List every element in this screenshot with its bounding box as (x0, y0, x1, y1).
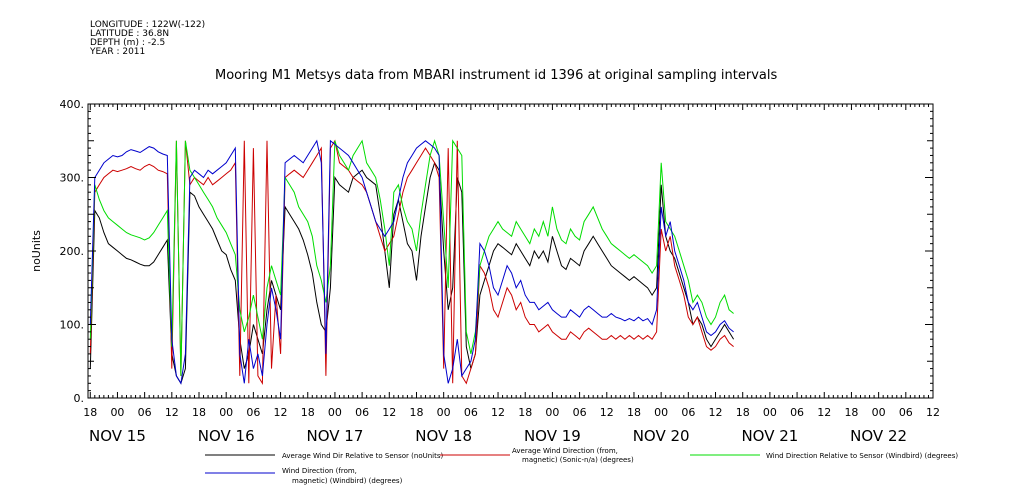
legend-label-1: Average Wind Dir Relative to Sensor (noU… (282, 452, 443, 460)
y-tick-label: 0. (74, 392, 85, 405)
meta-depth: DEPTH (m) : -2.5 (90, 38, 166, 48)
legend-label-4: Wind Direction (from, (282, 467, 357, 475)
legend-label-4: magnetic) (Windbird) (degrees) (292, 477, 403, 485)
x-tick-label: 06 (355, 406, 369, 419)
x-day-label: NOV 16 (198, 427, 255, 445)
x-tick-label: 12 (274, 406, 288, 419)
legend-label-3: Wind Direction Relative to Sensor (Windb… (766, 452, 958, 460)
x-tick-label: 06 (464, 406, 478, 419)
x-tick-label: 18 (409, 406, 423, 419)
x-day-label: NOV 15 (89, 427, 146, 445)
x-tick-label: 00 (763, 406, 777, 419)
series-line-2 (89, 139, 734, 386)
y-tick-label: 200. (60, 245, 85, 258)
x-tick-label: 12 (709, 406, 723, 419)
x-tick-label: 12 (382, 406, 396, 419)
x-tick-label: 12 (165, 406, 179, 419)
y-tick-label: 100. (60, 319, 85, 332)
x-tick-label: 18 (301, 406, 315, 419)
x-day-label: NOV 18 (415, 427, 472, 445)
series-line-1 (89, 161, 735, 385)
meta-longitude: LONGITUDE : 122W(-122) (90, 20, 206, 30)
meta-year: YEAR : 2011 (90, 47, 146, 57)
x-day-label: NOV 19 (524, 427, 581, 445)
x-tick-label: 18 (844, 406, 858, 419)
legend-label-2: magnetic) (Sonic-n/a) (degrees) (522, 456, 634, 464)
series-line-3 (89, 139, 734, 376)
x-tick-label: 06 (246, 406, 260, 419)
x-tick-label: 00 (654, 406, 668, 419)
x-tick-label: 06 (573, 406, 587, 419)
x-tick-label: 18 (627, 406, 641, 419)
series-line-4 (89, 139, 734, 385)
x-tick-label: 12 (600, 406, 614, 419)
x-tick-label: 00 (437, 406, 451, 419)
x-tick-label: 18 (736, 406, 750, 419)
x-day-label: NOV 21 (741, 427, 798, 445)
y-tick-label: 300. (60, 172, 85, 185)
plot-frame (87, 103, 934, 399)
x-day-label: NOV 20 (633, 427, 690, 445)
x-tick-label: 00 (872, 406, 886, 419)
y-axis-label: noUnits (30, 230, 43, 272)
x-tick-label: 12 (817, 406, 831, 419)
x-tick-label: 00 (545, 406, 559, 419)
x-day-label: NOV 17 (306, 427, 363, 445)
x-tick-label: 12 (926, 406, 940, 419)
meta-latitude: LATITUDE : 36.8N (90, 29, 170, 39)
meta-block: LONGITUDE : 122W(-122) LATITUDE : 36.8N … (90, 21, 205, 57)
y-tick-label: 400. (60, 98, 85, 111)
x-tick-label: 00 (219, 406, 233, 419)
x-tick-label: 06 (138, 406, 152, 419)
x-tick-label: 00 (110, 406, 124, 419)
x-tick-label: 18 (83, 406, 97, 419)
x-tick-label: 06 (899, 406, 913, 419)
x-tick-label: 00 (328, 406, 342, 419)
chart-title: Mooring M1 Metsys data from MBARI instru… (215, 68, 778, 83)
x-tick-label: 06 (681, 406, 695, 419)
legend-label-2: Average Wind Direction (from, (512, 447, 618, 455)
x-day-label: NOV 22 (850, 427, 907, 445)
x-tick-label: 18 (518, 406, 532, 419)
x-tick-label: 06 (790, 406, 804, 419)
x-tick-label: 18 (192, 406, 206, 419)
x-tick-label: 12 (491, 406, 505, 419)
